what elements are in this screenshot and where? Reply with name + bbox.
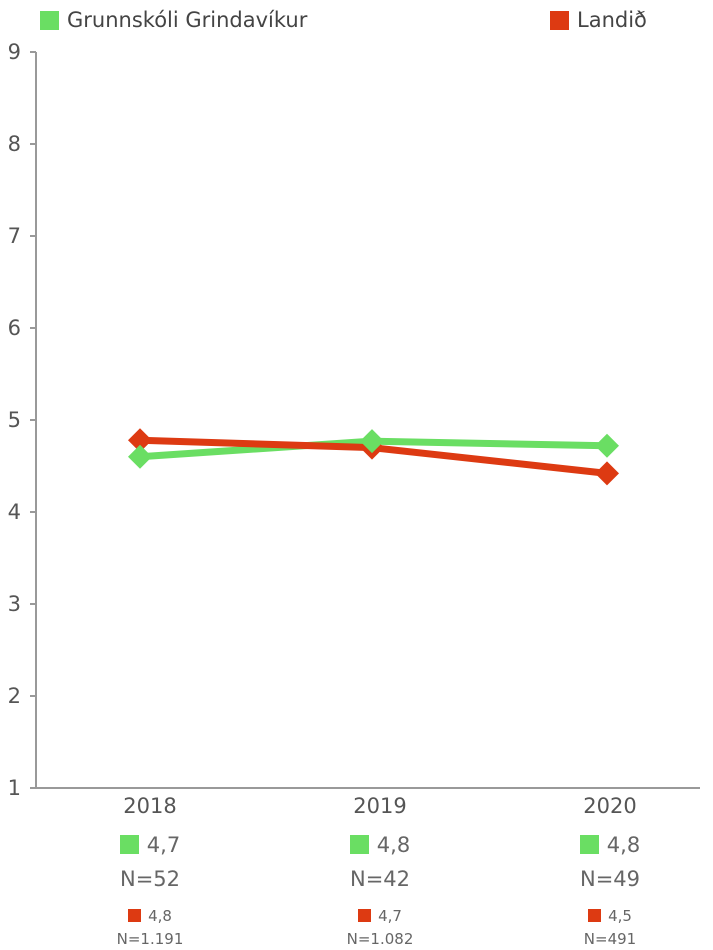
y-tick-label: 2 (8, 684, 21, 708)
school-value: 4,7 (146, 833, 181, 857)
summary-column-2020: 2020 4,8 N=49 4,5 N=491 (520, 790, 700, 950)
national-value: 4,8 (148, 907, 172, 925)
national-value-row: 4,8 (60, 904, 240, 928)
school-swatch (119, 835, 139, 854)
school-n: N=49 (579, 867, 641, 891)
national-value: 4,7 (378, 907, 402, 925)
school-swatch (579, 835, 599, 854)
school-swatch (349, 835, 369, 854)
school-value-row: 4,8 (290, 828, 470, 862)
y-tick-label: 6 (8, 316, 21, 340)
legend-item-national: Landið (550, 6, 647, 34)
national-swatch (128, 909, 142, 922)
data-point-national (128, 428, 152, 453)
y-tick-label: 1 (8, 776, 21, 800)
data-point-school (360, 429, 384, 454)
national-value-row: 4,7 (290, 904, 470, 928)
school-value: 4,8 (606, 833, 641, 857)
school-value: 4,8 (376, 833, 411, 857)
school-n: N=42 (349, 867, 411, 891)
national-n: N=491 (583, 930, 637, 948)
summary-column-2019: 2019 4,8 N=42 4,7 N=1.082 (290, 790, 470, 950)
legend-label-national: Landið (577, 8, 647, 32)
x-tick-label: 2018 (123, 794, 177, 818)
data-point-school (595, 433, 619, 458)
national-value: 4,5 (608, 907, 632, 925)
legend-swatch-national (550, 10, 569, 30)
y-tick-label: 7 (8, 224, 21, 248)
national-value-row: 4,5 (520, 904, 700, 928)
x-tick-label: 2019 (353, 794, 407, 818)
school-value-row: 4,7 (60, 828, 240, 862)
legend-item-school: Grunnskóli Grindavíkur (40, 6, 307, 34)
legend-label-school: Grunnskóli Grindavíkur (67, 8, 308, 32)
y-tick-label: 5 (8, 408, 21, 432)
legend-swatch-school (40, 10, 59, 30)
national-n: N=1.082 (346, 930, 414, 948)
national-swatch (358, 909, 372, 922)
national-swatch (588, 909, 602, 922)
y-tick-label: 4 (8, 500, 21, 524)
school-n: N=52 (119, 867, 181, 891)
summary-column-2018: 2018 4,7 N=52 4,8 N=1.191 (60, 790, 240, 950)
y-tick-label: 8 (8, 132, 21, 156)
data-point-national (595, 461, 619, 486)
school-value-row: 4,8 (520, 828, 700, 862)
data-point-school (128, 444, 152, 469)
y-tick-label: 3 (8, 592, 21, 616)
national-n: N=1.191 (116, 930, 184, 948)
y-tick-label: 9 (8, 40, 21, 64)
x-tick-label: 2020 (583, 794, 637, 818)
